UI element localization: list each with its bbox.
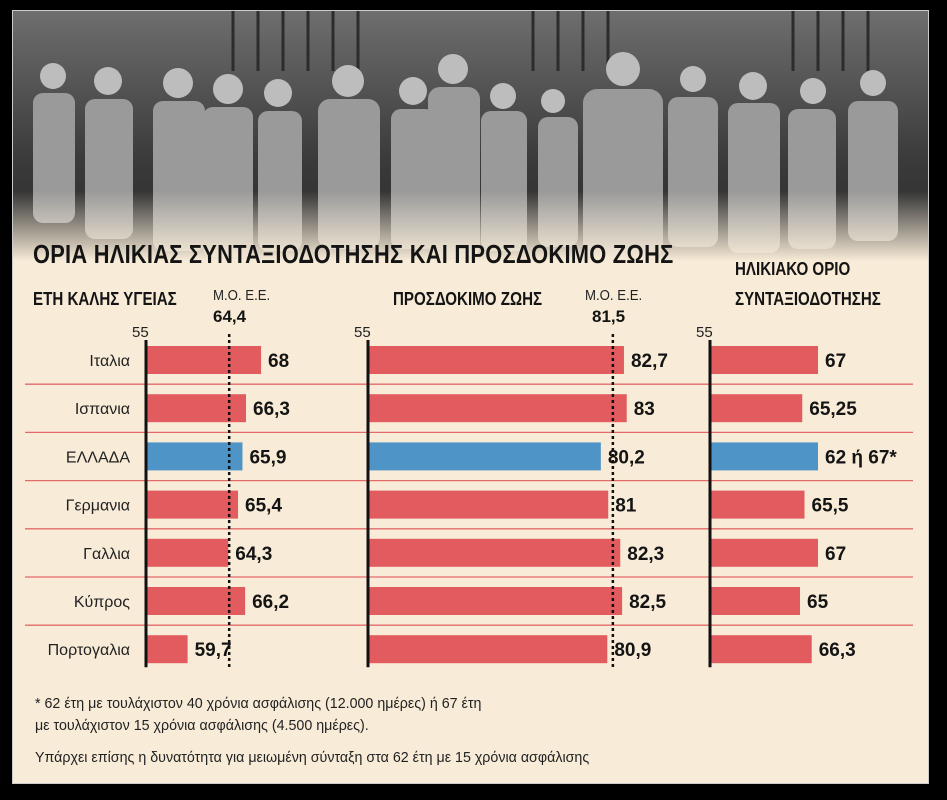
bar-1-7 (146, 635, 188, 664)
category-label-7: Πορτογαλια (48, 642, 130, 659)
bar-1-2 (146, 394, 247, 423)
value-label-1-6: 66,2 (252, 592, 289, 613)
panel1-avg-value: 64,4 (213, 307, 247, 326)
axis-start-label-1: 55 (132, 324, 149, 341)
bar-1-1 (146, 346, 262, 374)
value-label-1-7: 59,7 (195, 640, 232, 661)
bar-1-5 (146, 538, 229, 567)
bar-2-3 (368, 442, 601, 471)
footnote-line-2: με τουλάχιστον 15 χρόνια ασφάλισης (4.50… (35, 717, 369, 734)
bar-3-5 (710, 538, 818, 567)
panel3-header-line1: ΗΛΙΚΙΑΚΟ ΟΡΙΟ (735, 259, 851, 279)
value-label-2-6: 82,5 (629, 592, 666, 613)
bar-2-2 (368, 394, 627, 423)
value-label-3-2: 65,25 (809, 399, 857, 420)
panel2-avg-label: Μ.Ο. Ε.Ε. (585, 287, 643, 304)
infographic-frame: ΟΡΙΑ ΗΛΙΚΙΑΣ ΣΥΝΤΑΞΙΟΔΟΤΗΣΗΣ ΚΑΙ ΠΡΟΣΔΟΚ… (12, 10, 929, 784)
bar-2-5 (368, 538, 621, 567)
bar-3-2 (710, 394, 803, 423)
value-label-2-1: 82,7 (631, 351, 668, 372)
footnote-line-1: * 62 έτη με τουλάχιστον 40 χρόνια ασφάλι… (35, 695, 482, 712)
value-label-3-4: 65,5 (812, 496, 849, 517)
bar-2-4 (368, 490, 609, 519)
bar-1-4 (146, 490, 239, 519)
value-label-1-5: 64,3 (235, 544, 272, 565)
chart-title: ΟΡΙΑ ΗΛΙΚΙΑΣ ΣΥΝΤΑΞΙΟΔΟΤΗΣΗΣ ΚΑΙ ΠΡΟΣΔΟΚ… (33, 239, 674, 269)
bar-1-3 (146, 442, 243, 471)
panel3-header-line2: ΣΥΝΤΑΞΙΟΔΟΤΗΣΗΣ (735, 289, 881, 309)
category-label-4: Γερμανια (66, 498, 130, 515)
value-label-3-3: 62 ή 67* (825, 447, 897, 468)
category-label-2: Ισπανια (75, 401, 130, 418)
bar-3-4 (710, 490, 805, 519)
category-label-6: Κύπρος (74, 594, 130, 611)
value-label-3-7: 66,3 (819, 640, 856, 661)
panel1-header: ΕΤΗ ΚΑΛΗΣ ΥΓΕΙΑΣ (33, 289, 177, 309)
bar-3-3 (710, 442, 818, 471)
panel1-avg-label: Μ.Ο. Ε.Ε. (213, 287, 271, 304)
axis-start-label-2: 55 (354, 324, 371, 341)
panel2-avg-value: 81,5 (592, 307, 626, 326)
value-label-3-5: 67 (825, 544, 846, 565)
bar-2-7 (368, 635, 608, 664)
category-label-1: Ιταλια (89, 353, 130, 370)
value-label-2-5: 82,3 (627, 544, 664, 565)
panel2-header: ΠΡΟΣΔΟΚΙΜΟ ΖΩΗΣ (393, 289, 543, 309)
value-label-1-1: 68 (268, 351, 289, 372)
value-label-2-7: 80,9 (614, 640, 651, 661)
value-label-1-2: 66,3 (253, 399, 290, 420)
footnote-line-3: Υπάρχει επίσης η δυνατότητα για μειωμένη… (35, 749, 590, 766)
bar-3-6 (710, 587, 800, 615)
value-label-1-3: 65,9 (249, 447, 286, 468)
value-label-3-6: 65 (807, 592, 829, 613)
value-label-2-3: 80,2 (608, 447, 645, 468)
bar-2-6 (368, 587, 623, 615)
category-label-5: Γαλλια (83, 546, 130, 563)
bar-chart-canvas: 55 68 66,3 65,9 65,4 64,3 66,2 59,7 55 82,7 83 80,2… (25, 324, 913, 668)
value-label-2-4: 81 (615, 496, 637, 517)
value-label-3-1: 67 (825, 351, 846, 372)
axis-start-label-3: 55 (696, 324, 713, 341)
category-label-3: ΕΛΛΑΔΑ (66, 449, 130, 466)
protest-photo (13, 11, 928, 261)
bar-3-1 (710, 346, 818, 374)
bar-3-7 (710, 635, 812, 664)
bar-2-1 (368, 346, 624, 374)
value-label-2-2: 83 (634, 399, 655, 420)
value-label-1-4: 65,4 (245, 496, 282, 517)
